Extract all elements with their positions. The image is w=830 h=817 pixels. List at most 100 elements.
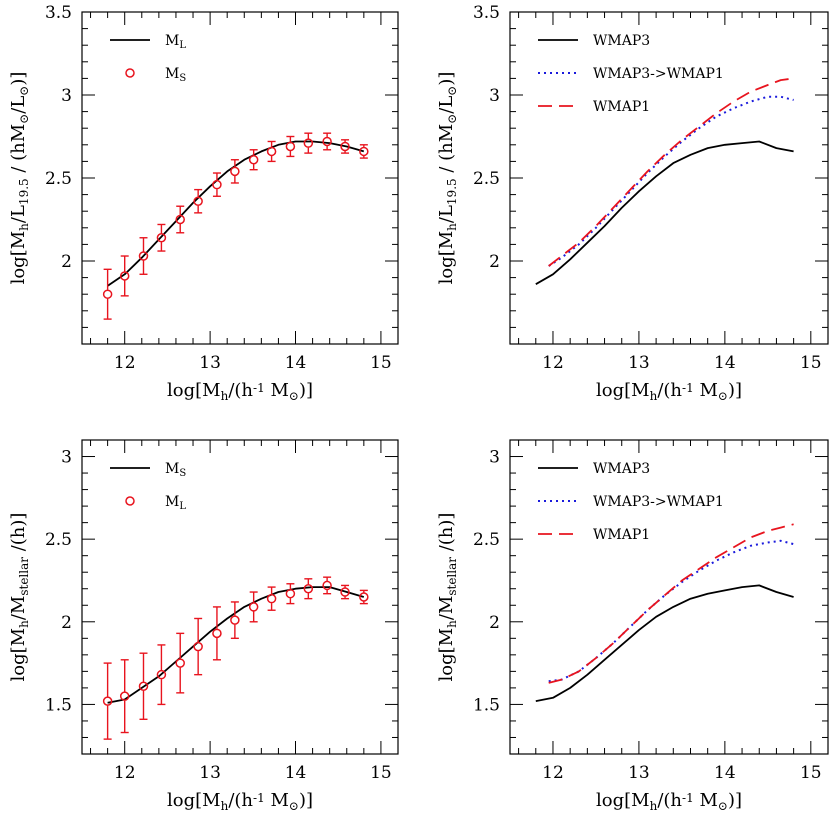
series-line-solid [107, 140, 365, 287]
data-point [303, 583, 314, 594]
series-line-solid [535, 140, 794, 285]
data-point [138, 681, 149, 691]
legend-label: WMAP3->WMAP1 [593, 66, 724, 82]
y-tick-label: 3 [61, 86, 72, 106]
x-tick-label: 15 [370, 763, 392, 783]
series-line-dashed [548, 523, 794, 684]
y-tick-label: 2 [489, 252, 500, 272]
legend-label: WMAP3 [593, 33, 650, 49]
panel-4: 12 13 14 15 1.5 2 2.5 3 log[Mh​/(h-1​ M⊙​)] log[M… [436, 439, 829, 813]
plot-area [102, 576, 369, 740]
y-tick-label: 3 [61, 448, 72, 468]
legend-marker [125, 496, 135, 506]
data-point [175, 658, 185, 668]
data-point [340, 141, 350, 152]
y-tick-label: 3 [489, 448, 500, 468]
x-tick-label: 12 [114, 353, 136, 373]
y-tick-label: 2 [489, 613, 500, 633]
y-tick-label: 2.5 [473, 530, 500, 550]
data-point [285, 141, 296, 152]
legend: WMAP3 WMAP3->WMAP1 WMAP1 [538, 33, 724, 115]
legend-label: ML​ [165, 33, 186, 51]
x-tick-label: 15 [800, 763, 822, 783]
y-tick-label: 2 [61, 252, 72, 272]
y-tick-label: 2.5 [45, 169, 72, 189]
x-tick-label: 13 [628, 353, 650, 373]
y-tick-label: 1.5 [473, 695, 500, 715]
data-point [230, 166, 240, 177]
plot-area [535, 523, 794, 702]
data-point [248, 602, 259, 612]
data-point [175, 214, 185, 225]
data-point [138, 251, 149, 261]
plot-frame [509, 11, 829, 345]
x-tick-label: 13 [199, 763, 221, 783]
data-point [119, 691, 130, 701]
legend: ML​ MS​ [110, 33, 186, 84]
y-tick-label: 3.5 [45, 3, 72, 23]
y-tick-label: 2.5 [473, 169, 500, 189]
series-line-solid [535, 584, 794, 702]
data-point [248, 154, 259, 165]
y-axis-label: log[Mh​/L19.5​ / (hM⊙​/L⊙​)] [8, 72, 31, 285]
x-tick-label: 15 [800, 353, 822, 373]
x-axis-label: log[Mh​/(h-1​ M⊙​)] [596, 790, 742, 813]
x-tick-label: 14 [285, 353, 307, 373]
y-axis-label: log[Mh​/Mstellar​ /(h)] [436, 513, 459, 682]
series-line-solid [107, 586, 365, 704]
x-axis-label: log[Mh​/(h-1​ M⊙​)] [167, 790, 313, 813]
plot-frame [81, 439, 399, 755]
legend-label: WMAP3->WMAP1 [593, 494, 724, 510]
data-point [266, 146, 277, 157]
panel-1: 12 13 14 15 2 2.5 3 3.5 log[Mh​/(h-1​ M⊙​)] log[M… [8, 3, 399, 403]
series-line-dotted [548, 539, 794, 683]
y-tick-label: 2 [61, 613, 72, 633]
x-tick-label: 12 [542, 763, 564, 783]
x-tick-label: 15 [370, 353, 392, 373]
plot-frame [81, 11, 399, 345]
y-axis-label: log[Mh​/Mstellar​ /(h)] [8, 513, 31, 682]
legend-label: WMAP1 [593, 99, 650, 115]
x-tick-label: 14 [285, 763, 307, 783]
data-point [102, 696, 113, 706]
plot-area [102, 132, 369, 320]
panel-3: 12 13 14 15 1.5 2 2.5 3 log[Mh​/(h-1​ M⊙​)] log[M… [8, 439, 399, 813]
x-tick-label: 14 [714, 353, 736, 373]
x-tick-label: 12 [114, 763, 136, 783]
data-point [359, 592, 369, 602]
data-point [193, 641, 203, 652]
legend-label: MS​ [165, 66, 186, 84]
series-line-dotted [548, 95, 794, 267]
plot-frame [509, 439, 829, 755]
data-point [340, 587, 350, 597]
plot-area [535, 77, 794, 285]
data-point [230, 615, 240, 625]
data-point [322, 136, 332, 147]
series-line-dashed [548, 77, 794, 267]
data-point [156, 669, 167, 680]
y-axis-label: log[Mh​/L19.5​ / (hM⊙​/L⊙​)] [436, 72, 459, 285]
x-axis-label: log[Mh​/(h-1​ M⊙​)] [167, 380, 313, 403]
x-tick-label: 13 [199, 353, 221, 373]
data-point [212, 628, 222, 639]
data-point [359, 146, 369, 157]
legend-marker [125, 68, 135, 78]
data-point [303, 138, 314, 148]
legend-label: ML​ [165, 494, 186, 512]
data-point [212, 179, 222, 190]
y-tick-label: 3.5 [473, 3, 500, 23]
y-tick-label: 2.5 [45, 530, 72, 550]
y-tick-label: 3 [489, 86, 500, 106]
data-point [156, 233, 167, 243]
data-point [322, 580, 332, 591]
x-axis-label: log[Mh​/(h-1​ M⊙​)] [596, 380, 742, 403]
x-tick-label: 13 [628, 763, 650, 783]
data-point [285, 588, 296, 599]
panel-2: 12 13 14 15 2 2.5 3 3.5 log[Mh​/(h-1​ M⊙​)] log[M… [436, 3, 829, 403]
x-tick-label: 12 [542, 353, 564, 373]
data-point [102, 289, 113, 299]
legend: WMAP3 WMAP3->WMAP1 WMAP1 [538, 461, 724, 543]
legend-label: WMAP3 [593, 461, 650, 477]
data-point [193, 196, 203, 206]
